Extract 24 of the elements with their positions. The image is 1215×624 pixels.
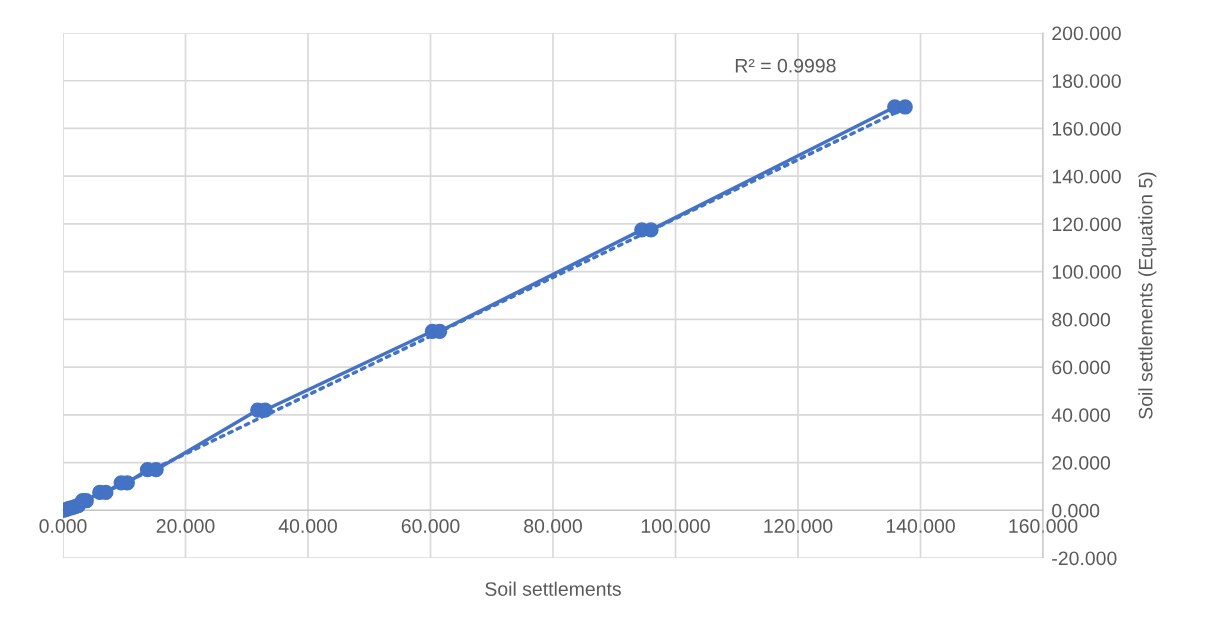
x-tick-label: 0.000 (39, 519, 87, 533)
x-tick-label: 80.000 (524, 519, 582, 533)
x-axis-title: Soil settlements (485, 581, 621, 596)
annotation: R² = 0.9998 (735, 58, 836, 73)
y-tick-label: 120.000 (1052, 217, 1121, 232)
y-axis-title: Soil settlements (Equation 5) (1138, 172, 1157, 419)
y-tick-label: 180.000 (1052, 74, 1121, 88)
y-tick-label: 160.000 (1052, 121, 1121, 136)
y-tick-label: 80.000 (1052, 312, 1111, 327)
x-tick-label: 60.000 (401, 519, 460, 533)
y-tick-label: 200.000 (1052, 26, 1121, 41)
y-tick-label: 0.000 (1052, 503, 1100, 518)
y-tick-label: -20.000 (1052, 551, 1117, 566)
x-tick-label: 160.000 (1009, 519, 1078, 533)
x-tick-label: 20.000 (156, 519, 215, 533)
y-tick-label: 140.000 (1052, 169, 1121, 184)
y-tick-label: 60.000 (1052, 360, 1111, 375)
x-tick-label: 40.000 (278, 519, 337, 533)
x-tick-label: 100.000 (641, 519, 710, 533)
x-tick-label: 140.000 (886, 519, 955, 533)
y-tick-label: 100.000 (1052, 265, 1121, 279)
y-tick-label: 40.000 (1051, 408, 1111, 423)
x-tick-label: 120.000 (764, 519, 833, 533)
y-tick-label: 20.000 (1052, 456, 1111, 470)
